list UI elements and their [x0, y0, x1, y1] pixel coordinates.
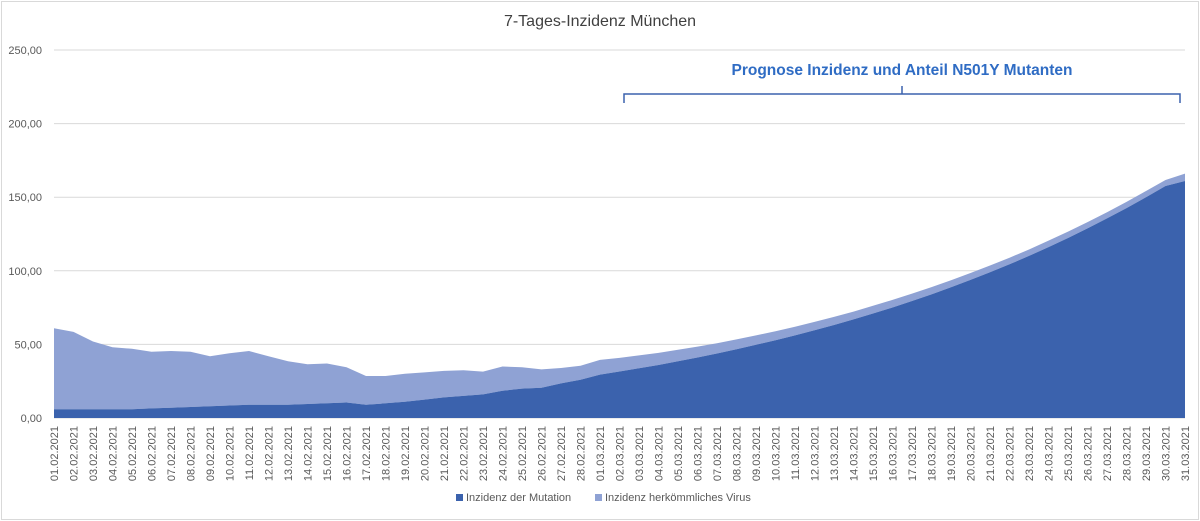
x-tick-label: 20.03.2021	[966, 426, 978, 481]
legend: Inzidenz der Mutation Inzidenz herkömmli…	[456, 492, 751, 504]
area-series	[54, 173, 1185, 418]
forecast-annotation: Prognose Inzidenz und Anteil N501Y Mutan…	[731, 62, 1072, 79]
x-tick-label: 22.02.2021	[459, 426, 471, 481]
x-tick-label: 13.02.2021	[283, 426, 295, 481]
y-tick-label: 0,00	[21, 413, 42, 425]
legend-label-conventional: Inzidenz herkömmliches Virus	[605, 492, 751, 504]
area-conventional-virus	[54, 173, 1185, 410]
x-tick-label: 25.03.2021	[1063, 426, 1075, 481]
x-tick-label: 17.02.2021	[361, 426, 373, 481]
x-tick-label: 06.03.2021	[693, 426, 705, 481]
x-tick-label: 07.03.2021	[712, 426, 724, 481]
x-tick-label: 18.02.2021	[381, 426, 393, 481]
x-tick-label: 24.03.2021	[1044, 426, 1056, 481]
x-tick-label: 11.03.2021	[790, 426, 802, 480]
x-tick-label: 27.02.2021	[556, 426, 568, 481]
x-tick-label: 02.03.2021	[615, 426, 627, 481]
x-tick-label: 12.03.2021	[810, 426, 822, 481]
x-tick-label: 05.02.2021	[127, 426, 139, 481]
x-tick-label: 23.03.2021	[1024, 426, 1036, 481]
x-tick-label: 09.02.2021	[205, 426, 217, 481]
x-tick-label: 14.03.2021	[849, 426, 861, 481]
x-tick-label: 04.03.2021	[654, 426, 666, 481]
x-tick-label: 10.02.2021	[225, 426, 237, 481]
legend-swatch-mutation	[456, 494, 463, 501]
y-tick-label: 200,00	[8, 119, 42, 131]
y-tick-label: 50,00	[14, 339, 42, 351]
x-tick-label: 19.03.2021	[946, 426, 958, 481]
y-tick-label: 250,00	[8, 45, 42, 57]
y-axis-ticks: 0,00 50,00 100,00 150,00 200,00 250,00	[8, 45, 42, 425]
x-tick-label: 28.03.2021	[1122, 426, 1134, 481]
x-tick-label: 31.03.2021	[1180, 426, 1192, 481]
y-tick-label: 100,00	[8, 266, 42, 278]
x-tick-label: 06.02.2021	[147, 426, 159, 481]
chart-title: 7-Tages-Inzidenz München	[504, 13, 696, 30]
x-tick-label: 21.02.2021	[439, 426, 451, 481]
x-tick-label: 03.02.2021	[88, 426, 100, 481]
x-tick-label: 26.02.2021	[537, 426, 549, 481]
x-tick-label: 09.03.2021	[751, 426, 763, 481]
x-tick-label: 25.02.2021	[517, 426, 529, 481]
x-tick-label: 16.03.2021	[888, 426, 900, 481]
x-tick-label: 18.03.2021	[927, 426, 939, 481]
x-tick-label: 29.03.2021	[1141, 426, 1153, 481]
x-tick-label: 04.02.2021	[108, 426, 120, 481]
x-tick-label: 12.02.2021	[264, 426, 276, 481]
x-axis-ticks: 01.02.2021 02.02.2021 03.02.2021 04.02.2021…	[49, 426, 1192, 481]
x-tick-label: 17.03.2021	[907, 426, 919, 481]
x-tick-label: 03.03.2021	[634, 426, 646, 481]
x-tick-label: 05.03.2021	[673, 426, 685, 481]
x-tick-label: 27.03.2021	[1102, 426, 1114, 481]
y-tick-label: 150,00	[8, 192, 42, 204]
x-tick-label: 02.02.2021	[69, 426, 81, 481]
x-tick-label: 16.02.2021	[342, 426, 354, 481]
x-tick-label: 08.03.2021	[732, 426, 744, 481]
x-tick-label: 28.02.2021	[576, 426, 588, 481]
x-tick-label: 08.02.2021	[186, 426, 198, 481]
x-tick-label: 11.02.2021	[244, 426, 256, 480]
x-tick-label: 19.02.2021	[400, 426, 412, 481]
x-tick-label: 13.03.2021	[829, 426, 841, 481]
area-mutation	[54, 181, 1185, 418]
x-tick-label: 24.02.2021	[498, 426, 510, 481]
legend-label-mutation: Inzidenz der Mutation	[466, 492, 571, 504]
x-tick-label: 10.03.2021	[771, 426, 783, 481]
x-tick-label: 15.03.2021	[868, 426, 880, 481]
x-tick-label: 15.02.2021	[322, 426, 334, 481]
x-tick-label: 01.02.2021	[49, 426, 61, 481]
x-tick-label: 20.02.2021	[420, 426, 432, 481]
x-tick-label: 21.03.2021	[985, 426, 997, 481]
x-tick-label: 23.02.2021	[478, 426, 490, 481]
x-tick-label: 26.03.2021	[1083, 426, 1095, 481]
x-tick-label: 14.02.2021	[303, 426, 315, 481]
forecast-bracket	[623, 86, 1181, 103]
x-tick-label: 07.02.2021	[166, 426, 178, 481]
x-tick-label: 01.03.2021	[595, 426, 607, 481]
x-tick-label: 30.03.2021	[1161, 426, 1173, 481]
legend-swatch-conventional	[595, 494, 602, 501]
x-tick-label: 22.03.2021	[1005, 426, 1017, 481]
